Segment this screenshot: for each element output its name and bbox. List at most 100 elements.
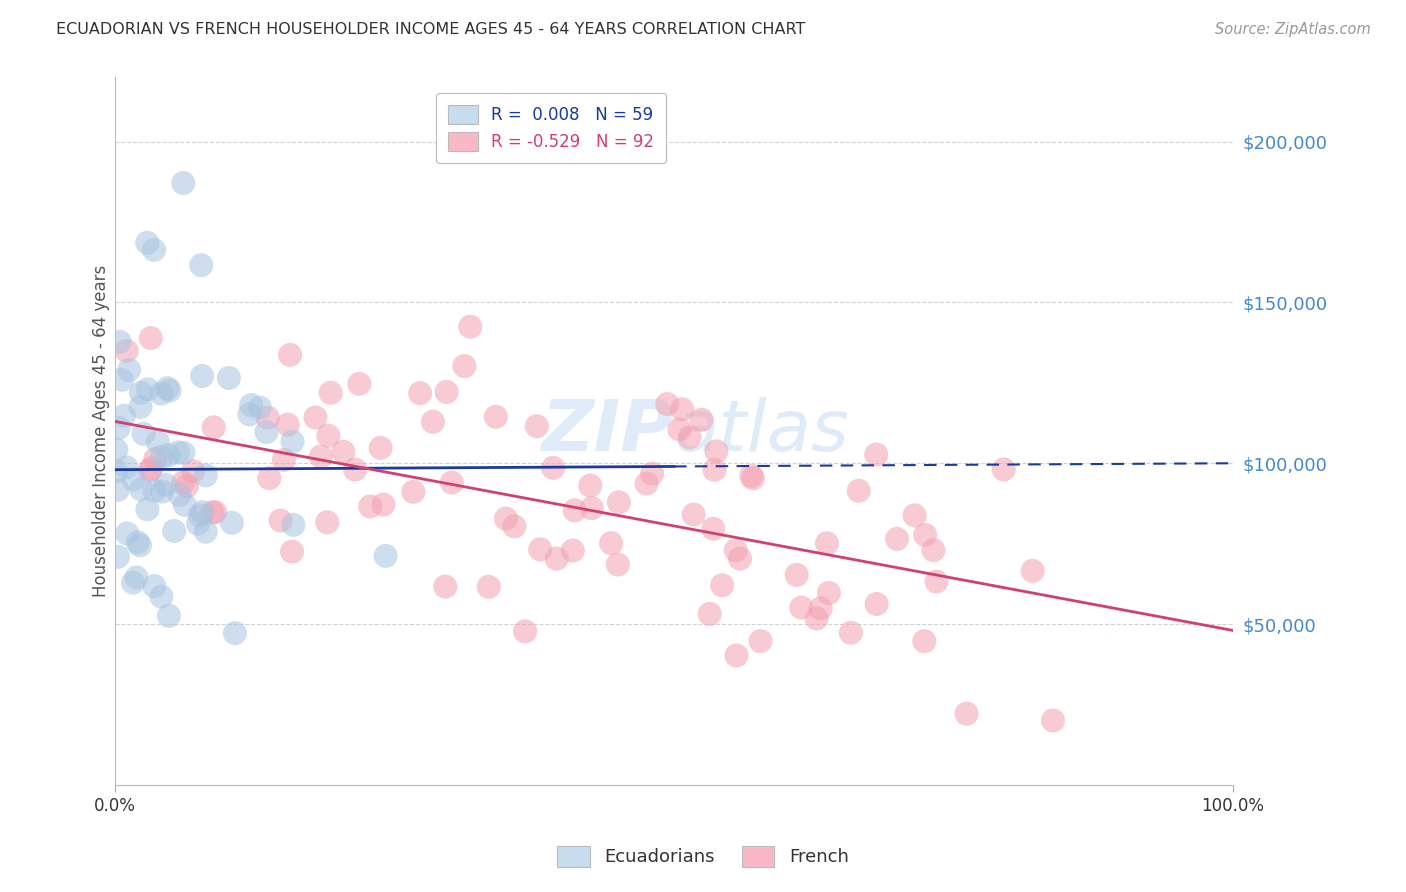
Point (682, 508, 704, 522)
Text: ZIP: ZIP (541, 397, 673, 466)
Point (136, 235, 159, 250)
Point (668, 422, 690, 436)
Point (332, 444, 354, 458)
Point (865, 448, 887, 462)
Point (706, 444, 728, 458)
Point (848, 483, 870, 498)
Y-axis label: Householder Income Ages 45 - 64 years: Householder Income Ages 45 - 64 years (93, 265, 110, 598)
Point (316, 516, 339, 530)
Point (108, 334, 131, 349)
Point (122, 472, 145, 486)
Point (143, 483, 166, 498)
Point (370, 441, 392, 455)
Point (167, 445, 190, 459)
Point (278, 348, 301, 362)
Point (172, 446, 194, 460)
Point (136, 502, 159, 516)
Point (993, 462, 1015, 476)
Point (139, 331, 162, 345)
Point (191, 505, 214, 519)
Point (690, 413, 713, 427)
Point (221, 516, 243, 530)
Point (224, 626, 246, 640)
Point (786, 567, 808, 582)
Point (181, 464, 204, 478)
Point (273, 453, 295, 467)
Point (319, 385, 342, 400)
Point (702, 522, 724, 536)
Point (176, 479, 198, 493)
Point (839, 625, 862, 640)
Point (150, 484, 173, 499)
Point (122, 575, 145, 590)
Point (204, 505, 226, 519)
Point (810, 601, 832, 615)
Legend: R =  0.008   N = 59, R = -0.529   N = 92: R = 0.008 N = 59, R = -0.529 N = 92 (436, 93, 666, 163)
Point (790, 600, 813, 615)
Point (115, 526, 138, 541)
Point (914, 528, 936, 542)
Point (159, 384, 181, 398)
Point (107, 549, 129, 564)
Point (283, 517, 305, 532)
Point (201, 505, 224, 519)
Point (440, 475, 463, 490)
Point (671, 402, 693, 417)
Point (1042, 714, 1064, 728)
Point (818, 586, 841, 600)
Point (174, 498, 197, 512)
Point (606, 558, 628, 572)
Point (111, 373, 134, 387)
Point (526, 419, 548, 434)
Text: Source: ZipAtlas.com: Source: ZipAtlas.com (1215, 22, 1371, 37)
Point (115, 343, 138, 358)
Point (815, 536, 838, 550)
Point (270, 514, 292, 528)
Point (1021, 564, 1043, 578)
Point (150, 450, 173, 464)
Point (402, 484, 425, 499)
Point (146, 434, 169, 449)
Point (579, 478, 602, 492)
Point (156, 381, 179, 395)
Point (172, 475, 194, 490)
Point (218, 371, 240, 385)
Point (139, 463, 162, 477)
Point (155, 478, 177, 492)
Point (740, 468, 762, 483)
Point (458, 319, 481, 334)
Point (636, 476, 658, 491)
Point (163, 524, 186, 538)
Point (143, 452, 166, 467)
Point (105, 465, 128, 479)
Point (202, 420, 225, 434)
Point (318, 428, 340, 442)
Point (118, 363, 141, 377)
Point (143, 579, 166, 593)
Point (529, 542, 551, 557)
Point (922, 543, 945, 558)
Point (129, 400, 152, 414)
Point (485, 409, 508, 424)
Point (194, 468, 217, 483)
Point (711, 578, 734, 592)
Point (107, 483, 129, 497)
Point (373, 498, 395, 512)
Point (725, 648, 748, 663)
Point (495, 511, 517, 525)
Point (125, 570, 148, 584)
Point (309, 450, 332, 464)
Point (865, 597, 887, 611)
Text: ECUADORIAN VS FRENCH HOUSEHOLDER INCOME AGES 45 - 64 YEARS CORRELATION CHART: ECUADORIAN VS FRENCH HOUSEHOLDER INCOME … (56, 22, 806, 37)
Point (886, 532, 908, 546)
Point (678, 430, 700, 444)
Point (749, 634, 772, 648)
Point (344, 462, 367, 476)
Point (657, 397, 679, 411)
Point (422, 415, 444, 429)
Point (169, 488, 191, 502)
Point (157, 448, 180, 462)
Point (141, 461, 163, 475)
Point (257, 471, 280, 485)
Point (254, 425, 277, 439)
